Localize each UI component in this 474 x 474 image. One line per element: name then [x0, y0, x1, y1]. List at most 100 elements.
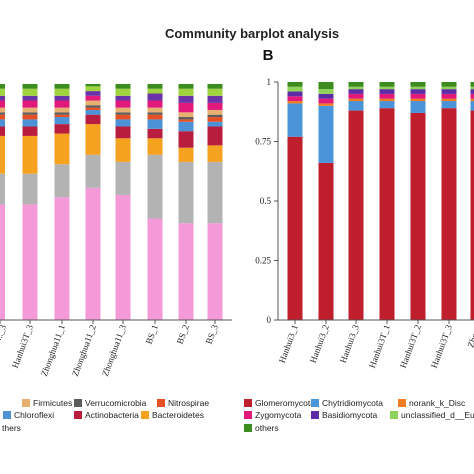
bar-segment-p0-partial-s10: [0, 88, 5, 96]
chart-title: Community barplot analysis: [165, 26, 339, 41]
bar-segment-p0-partial-s4: [0, 119, 5, 127]
bar-segment-p1-c2-s0: [348, 110, 364, 320]
bar-segment-p0-c5-s11: [178, 84, 194, 89]
legend-swatch-p0-1: [74, 399, 82, 407]
y-tick-label-p1-4: 1: [267, 77, 272, 87]
bar-segment-p1-c5-s2: [441, 98, 457, 102]
bar-segment-p0-c1-s5: [54, 114, 70, 118]
x-tick-label-p0-6: BS_3: [204, 323, 220, 346]
y-tick-label-p1-3: 0.75: [255, 137, 271, 147]
x-tick-label-p1-5: Hanhui3T_3: [429, 323, 454, 370]
legend-label-p0-5: Bacteroidetes: [152, 410, 204, 420]
bar-segment-p1-c2-s4: [348, 89, 364, 94]
bar-segment-p0-c5-s6: [178, 117, 194, 120]
bar-segment-p0-c5-s10: [178, 88, 194, 96]
bar-segment-p0-c4-s5: [147, 114, 163, 120]
bar-segment-p0-c3-s5: [115, 114, 131, 120]
bar-segment-p1-c2-s5: [348, 86, 364, 90]
bar-segment-p0-c3-s6: [115, 112, 131, 115]
bar-segment-p0-c1-s6: [54, 112, 70, 115]
legend-swatch-p1-6: [244, 424, 252, 432]
bar-segment-p0-partial-s0: [0, 204, 5, 320]
x-tick-label-p0-4: BS_1: [144, 323, 160, 345]
bar-segment-p0-c2-s1: [85, 154, 101, 188]
bar-segment-p0-c5-s5: [178, 119, 194, 122]
bar-segment-p0-c1-s4: [54, 117, 70, 125]
bar-segment-p0-c6-s0: [207, 223, 223, 320]
legend-label-p0-0: Firmicutes: [33, 398, 72, 408]
bar-segment-p0-c1-s9: [54, 95, 70, 101]
bar-segment-p0-c0-s7: [22, 107, 38, 113]
bar-segment-p0-c1-s8: [54, 100, 70, 108]
bar-segment-p1-c3-s2: [379, 98, 395, 102]
y-tick-label-p1-0: 0: [267, 315, 272, 325]
bar-segment-p0-c3-s7: [115, 107, 131, 113]
bar-segment-p0-c6-s6: [207, 114, 223, 118]
bar-segment-p1-c5-s3: [441, 93, 457, 99]
bar-segment-p0-partial-s8: [0, 100, 5, 108]
bar-segment-p0-c2-s8: [85, 95, 101, 101]
bar-segment-p0-c4-s2: [147, 138, 163, 155]
bar-segment-p0-partial-s7: [0, 107, 5, 113]
bar-segment-p0-c3-s3: [115, 126, 131, 139]
bar-segment-p1-c1-s5: [318, 89, 334, 94]
bar-segment-p1-c0-s3: [287, 96, 303, 102]
bar-segment-p0-partial-s11: [0, 84, 5, 89]
bar-segment-p0-c5-s3: [178, 131, 194, 148]
bar-segment-p0-c4-s4: [147, 119, 163, 129]
bar-segment-p1-c1-s4: [318, 93, 334, 99]
bar-segment-p1-c6-s5: [470, 86, 474, 90]
legend-label-p0-6: thers: [2, 423, 21, 433]
bar-segment-p0-c3-s2: [115, 138, 131, 162]
bar-segment-p0-partial-s1: [0, 173, 5, 205]
bar-segment-p0-c5-s4: [178, 121, 194, 132]
y-tick-label-p1-1: 0.25: [255, 256, 271, 266]
bar-segment-p1-c2-s6: [348, 82, 364, 87]
bar-segment-p1-c0-s1: [287, 103, 303, 137]
legend-swatch-p0-2: [157, 399, 165, 407]
bar-segment-p0-c4-s10: [147, 88, 163, 94]
bar-segment-p1-c4-s2: [410, 98, 426, 102]
bar-segment-p1-c3-s5: [379, 86, 395, 90]
bar-segment-p0-c0-s3: [22, 126, 38, 136]
bar-segment-p0-c6-s4: [207, 121, 223, 127]
x-tick-label-p0-1: Zhonghua11_1: [39, 323, 67, 377]
bar-segment-p1-c4-s6: [410, 82, 426, 87]
x-tick-label-p0-5: BS_2: [175, 323, 191, 345]
panel-b: 0 0.25 0.5 0.75 1 Hanhui3_1 Hanhui3_2 Hanhui3_3…: [244, 77, 474, 433]
bar-segment-p0-c2-s3: [85, 114, 101, 125]
bar-segment-p1-c2-s1: [348, 101, 364, 111]
x-tick-label-p1-3: Hanhui3T_1: [367, 323, 392, 369]
bar-segment-p1-c6-s4: [470, 89, 474, 94]
bar-segment-p0-c0-s9: [22, 95, 38, 101]
bar-segment-p0-c5-s7: [178, 112, 194, 118]
bar-segment-p0-c3-s0: [115, 194, 131, 320]
bar-segment-p0-c0-s4: [22, 119, 38, 127]
legend-label-p1-3: Zygomycota: [255, 410, 302, 420]
bar-segment-p1-c0-s0: [287, 136, 303, 320]
bar-segment-p1-c4-s4: [410, 89, 426, 94]
bar-segment-p0-c4-s11: [147, 84, 163, 89]
x-tick-label-p0-fragment: ..._3: [0, 323, 8, 342]
bar-segment-p1-c2-s3: [348, 93, 364, 99]
bar-segment-p1-c4-s1: [410, 101, 426, 113]
bar-segment-p0-c0-s1: [22, 173, 38, 205]
bar-segment-p1-c1-s3: [318, 98, 334, 104]
legend-swatch-p0-5: [141, 411, 149, 419]
bar-segment-p0-c1-s11: [54, 84, 70, 89]
bar-segment-p1-c0-s4: [287, 91, 303, 97]
bar-segment-p0-c3-s9: [115, 95, 131, 101]
bar-segment-p0-c0-s5: [22, 114, 38, 120]
legend-label-p1-4: Basidiomycota: [322, 410, 378, 420]
legend-swatch-p1-1: [311, 399, 319, 407]
bar-segment-p1-c0-s6: [287, 82, 303, 87]
bar-segment-p0-partial-s5: [0, 114, 5, 120]
bar-segment-p0-c2-s7: [85, 100, 101, 106]
bar-segment-p0-c0-s2: [22, 135, 38, 174]
legend-label-p1-6: others: [255, 423, 279, 433]
bar-segment-p0-c6-s3: [207, 126, 223, 146]
bar-segment-p1-c5-s6: [441, 82, 457, 87]
bar-segment-p0-c6-s5: [207, 117, 223, 122]
x-tick-label-p0-0: Hanhui3T_3: [10, 323, 35, 370]
legend-swatch-p1-5: [390, 411, 398, 419]
